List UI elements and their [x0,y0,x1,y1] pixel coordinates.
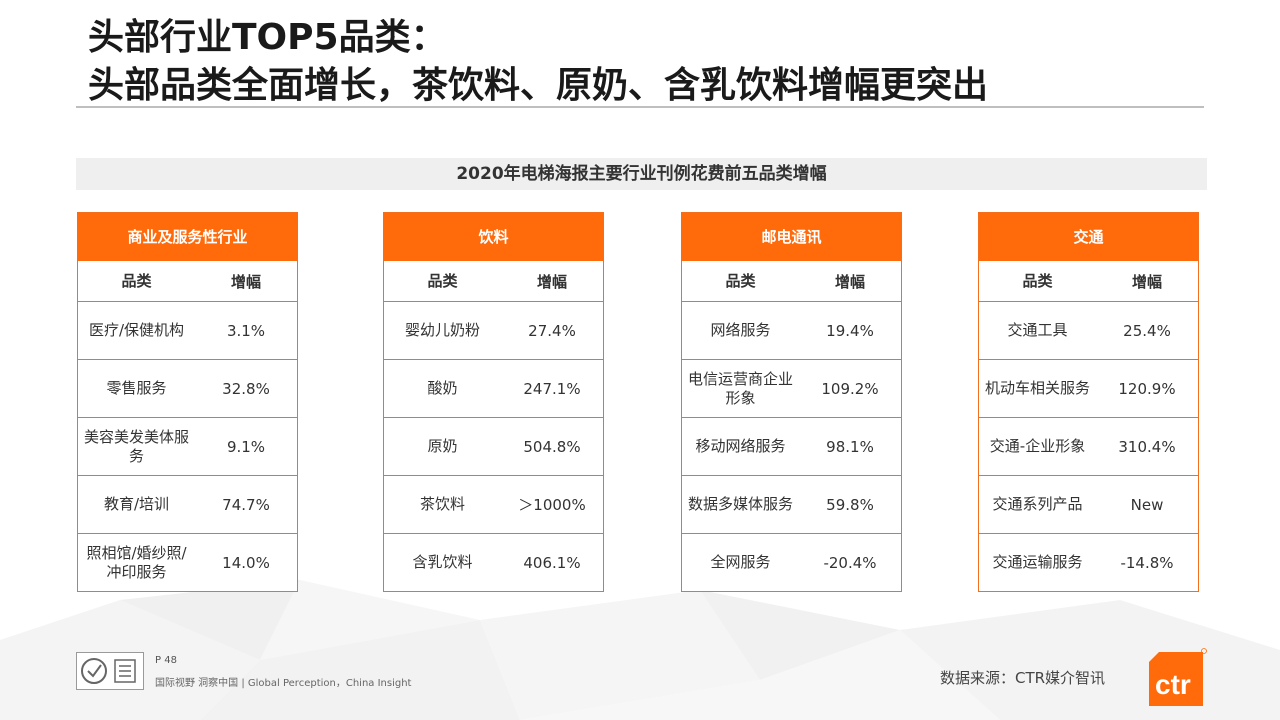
table-row: 交通工具 25.4% [979,301,1198,359]
growth-cell: 98.1% [826,437,874,456]
category-cell: 数据多媒体服务 [687,495,793,513]
growth-cell: 120.9% [1118,379,1176,398]
table-row: 交通-企业形象 310.4% [979,417,1198,475]
data-source: 数据来源：CTR媒介智讯 [940,669,1106,687]
title-line-2: 头部品类全面增长，茶饮料、原奶、含乳饮料增幅更突出 [88,65,989,106]
category-cell: 交通工具 [1007,321,1068,339]
growth-cell: 59.8% [826,495,874,514]
table-row: 照相馆/婚纱照/冲印服务 14.0% [78,533,297,591]
table-row: 零售服务 32.8% [78,359,297,417]
growth-cell: 19.4% [826,321,874,340]
growth-cell: 310.4% [1118,437,1176,456]
growth-cell: 406.1% [523,553,581,572]
certification-seal-icon [81,658,136,684]
category-cell: 照相馆/婚纱照/冲印服务 [86,543,187,581]
category-cell: 含乳饮料 [412,553,473,571]
table-row: 茶饮料 ＞1000% [384,475,603,533]
growth-cell: 25.4% [1123,321,1171,340]
growth-cell: 14.0% [222,553,270,572]
category-cell: 交通运输服务 [992,553,1083,571]
card-header: 交通 [979,213,1198,261]
logo-text: ctr [1155,669,1191,700]
card-header: 商业及服务性行业 [78,213,297,261]
table-row: 电信运营商企业形象 109.2% [682,359,901,417]
table-header-row: 品类 增幅 [979,261,1198,301]
growth-cell: 74.7% [222,495,270,514]
growth-cell: 9.1% [226,437,266,456]
table-row: 移动网络服务 98.1% [682,417,901,475]
table-row: 数据多媒体服务 59.8% [682,475,901,533]
card-header: 邮电通讯 [682,213,901,261]
column-header-growth: 增幅 [1131,272,1162,291]
table-header-row: 品类 增幅 [682,261,901,301]
certification-badges [76,652,144,690]
column-header-category: 品类 [1022,271,1053,290]
category-cell: 医疗/保健机构 [88,321,185,339]
category-cell: 零售服务 [106,379,167,397]
table-row: 含乳饮料 406.1% [384,533,603,591]
category-cell: 移动网络服务 [695,437,786,455]
table-row: 网络服务 19.4% [682,301,901,359]
column-header-category: 品类 [725,271,756,290]
table-row: 原奶 504.8% [384,417,603,475]
page-title: 头部行业TOP5品类： 头部品类全面增长，茶饮料、原奶、含乳饮料增幅更突出 [88,14,988,110]
category-cell: 交通-企业形象 [989,437,1086,455]
table-row: 医疗/保健机构 3.1% [78,301,297,359]
growth-cell: 504.8% [523,437,581,456]
ctr-logo: ctr [1149,648,1207,706]
category-cell: 原奶 [427,437,458,455]
category-cell: 婴幼儿奶粉 [404,321,480,339]
growth-cell: 32.8% [222,379,270,398]
category-cell: 电信运营商企业形象 [687,369,793,407]
table-row: 酸奶 247.1% [384,359,603,417]
table-row: 教育/培训 74.7% [78,475,297,533]
industry-card-beverages: 饮料 品类 增幅 婴幼儿奶粉 27.4% 酸奶 247.1% 原奶 504.8% 茶饮… [383,212,604,592]
category-cell: 网络服务 [710,321,771,339]
growth-cell: 109.2% [821,379,879,398]
category-cell: 茶饮料 [419,495,465,513]
category-cell: 酸奶 [427,379,458,397]
column-header-category: 品类 [427,271,458,290]
table-header-row: 品类 增幅 [384,261,603,301]
category-cell: 机动车相关服务 [984,379,1090,397]
growth-cell: 3.1% [226,321,266,340]
chart-subtitle: 2020年电梯海报主要行业刊例花费前五品类增幅 [76,158,1207,190]
column-header-category: 品类 [121,271,152,290]
table-row: 美容美发美体服务 9.1% [78,417,297,475]
card-header: 饮料 [384,213,603,261]
table-header-row: 品类 增幅 [78,261,297,301]
category-cell: 美容美发美体服务 [83,427,189,465]
category-cell: 全网服务 [710,553,771,571]
column-header-growth: 增幅 [230,272,261,291]
industry-card-transportation: 交通 品类 增幅 交通工具 25.4% 机动车相关服务 120.9% 交通-企业形象… [978,212,1199,592]
title-divider [76,106,1204,108]
table-row: 交通运输服务 -14.8% [979,533,1198,591]
table-row: 交通系列产品 New [979,475,1198,533]
industry-card-telecom: 邮电通讯 品类 增幅 网络服务 19.4% 电信运营商企业形象 109.2% 移动网… [681,212,902,592]
growth-cell: -20.4% [823,553,877,572]
category-cell: 教育/培训 [103,495,170,513]
industry-card-business-services: 商业及服务性行业 品类 增幅 医疗/保健机构 3.1% 零售服务 32.8% 美容美… [77,212,298,592]
table-row: 全网服务 -20.4% [682,533,901,591]
table-row: 机动车相关服务 120.9% [979,359,1198,417]
growth-cell: ＞1000% [518,496,586,514]
growth-cell: 27.4% [528,321,576,340]
footer-tagline: 国际视野 洞察中国 | Global Perception，China Insi… [155,678,412,689]
page-number: P 48 [155,655,177,666]
category-cell: 交通系列产品 [992,495,1083,513]
column-header-growth: 增幅 [834,272,865,291]
growth-cell: -14.8% [1120,553,1174,572]
growth-cell: 247.1% [523,379,581,398]
title-line-1: 头部行业TOP5品类： [88,17,447,58]
registered-mark-icon [1201,648,1207,654]
growth-cell: New [1130,495,1164,514]
table-row: 婴幼儿奶粉 27.4% [384,301,603,359]
column-header-growth: 增幅 [536,272,567,291]
